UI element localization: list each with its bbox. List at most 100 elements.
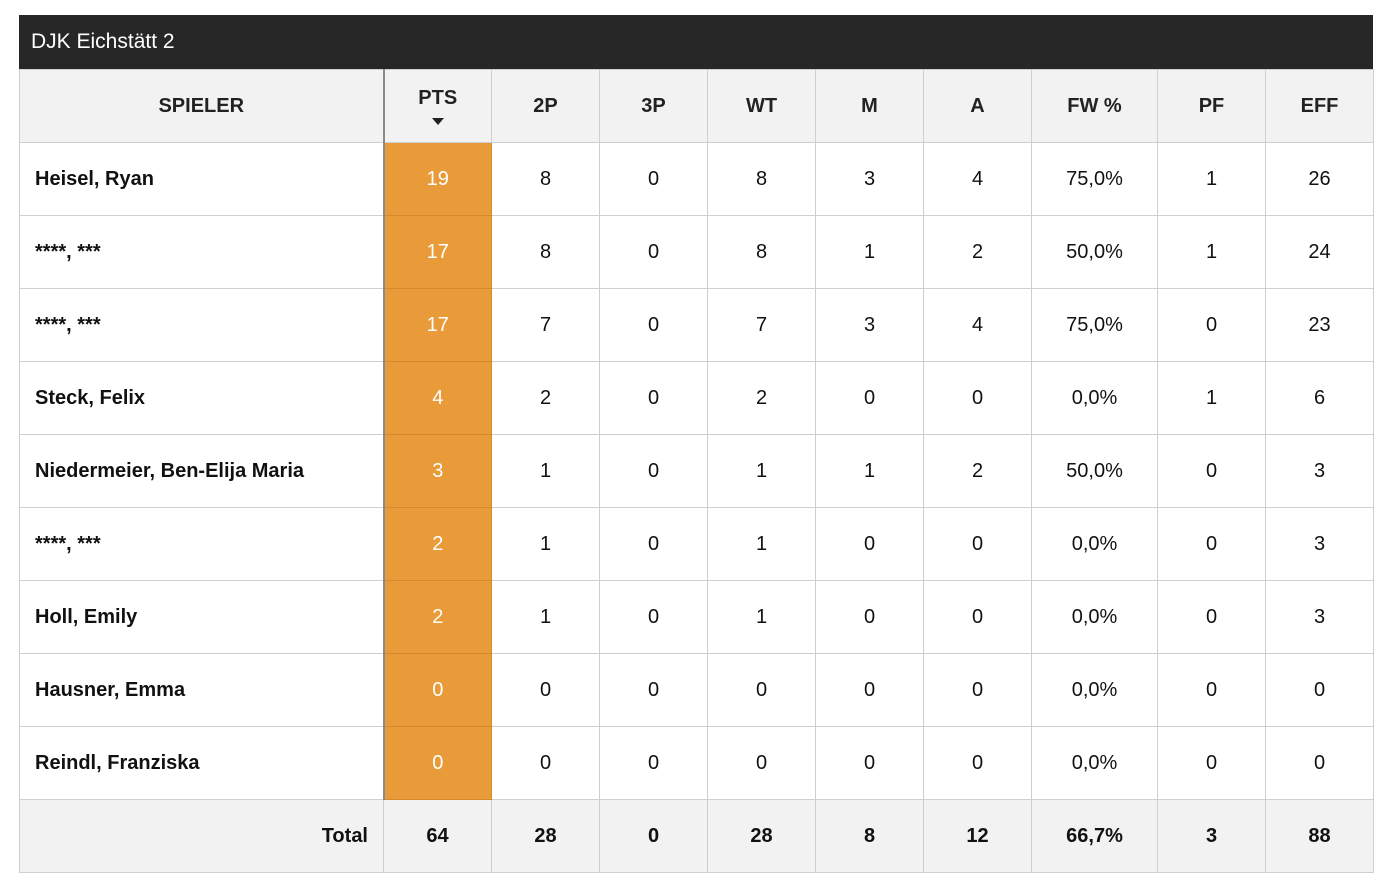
player-name: ****, *** [19,288,384,362]
cell-pts: 17 [382,215,492,289]
player-name: ****, *** [19,507,384,581]
cell-eff: 24 [1265,215,1374,289]
column-header-pf[interactable]: PF [1157,69,1266,143]
cell-wt: 2 [707,361,816,435]
cell-pf: 0 [1157,726,1266,800]
cell-2p: 1 [491,507,600,581]
column-header-fw[interactable]: FW % [1031,69,1158,143]
cell-wt: 8 [707,142,816,216]
table-row: Niedermeier, Ben-Elija Maria 3 1 0 1 1 2 50,0% 0… [19,434,1374,508]
cell-wt: 0 [707,726,816,800]
player-name: Niedermeier, Ben-Elija Maria [19,434,384,508]
column-header-a[interactable]: A [923,69,1032,143]
cell-pts: 0 [382,653,492,727]
cell-wt: 1 [707,434,816,508]
cell-pts: 19 [382,142,492,216]
cell-fw: 75,0% [1031,288,1158,362]
cell-3p: 0 [599,288,708,362]
player-name: Steck, Felix [19,361,384,435]
cell-pts: 2 [382,507,492,581]
cell-m: 0 [815,580,924,654]
cell-fw: 50,0% [1031,215,1158,289]
cell-3p: 0 [599,653,708,727]
column-header-m[interactable]: M [815,69,924,143]
cell-m: 0 [815,507,924,581]
column-header-eff[interactable]: EFF [1265,69,1374,143]
cell-pf: 0 [1157,288,1266,362]
cell-pts: 3 [382,434,492,508]
cell-pts: 4 [382,361,492,435]
player-name: Hausner, Emma [19,653,384,727]
total-m: 8 [815,799,924,873]
cell-eff: 6 [1265,361,1374,435]
column-header-pts[interactable]: PTS [382,69,492,143]
team-title-bar: DJK Eichstätt 2 [19,15,1373,69]
cell-2p: 2 [491,361,600,435]
cell-pf: 0 [1157,507,1266,581]
cell-2p: 0 [491,726,600,800]
header-row: SPIELER PTS 2P 3P WT M A FW % PF EFF [19,69,1374,143]
table-row: Steck, Felix 4 2 0 2 0 0 0,0% 1 6 [19,361,1374,435]
column-header-3p[interactable]: 3P [599,69,708,143]
table-row: ****, *** 17 8 0 8 1 2 50,0% 1 24 [19,215,1374,289]
cell-eff: 0 [1265,653,1374,727]
cell-3p: 0 [599,580,708,654]
total-label: Total [19,799,384,873]
sort-descending-icon [431,118,444,125]
cell-m: 0 [815,653,924,727]
cell-2p: 8 [491,215,600,289]
cell-a: 4 [923,142,1032,216]
cell-pf: 1 [1157,361,1266,435]
cell-3p: 0 [599,215,708,289]
player-name: Reindl, Franziska [19,726,384,800]
cell-3p: 0 [599,142,708,216]
player-name: Heisel, Ryan [19,142,384,216]
cell-a: 0 [923,507,1032,581]
team-name: DJK Eichstätt 2 [31,30,175,53]
total-3p: 0 [599,799,708,873]
total-a: 12 [923,799,1032,873]
player-name: Holl, Emily [19,580,384,654]
cell-fw: 0,0% [1031,726,1158,800]
player-name: ****, *** [19,215,384,289]
cell-pts: 2 [382,580,492,654]
cell-pts: 17 [382,288,492,362]
cell-wt: 7 [707,288,816,362]
column-header-2p[interactable]: 2P [491,69,600,143]
cell-pf: 0 [1157,580,1266,654]
total-pf: 3 [1157,799,1266,873]
cell-eff: 23 [1265,288,1374,362]
cell-m: 1 [815,434,924,508]
cell-wt: 1 [707,507,816,581]
cell-fw: 75,0% [1031,142,1158,216]
cell-3p: 0 [599,507,708,581]
cell-pf: 0 [1157,653,1266,727]
total-fw: 66,7% [1031,799,1158,873]
table-row: ****, *** 17 7 0 7 3 4 75,0% 0 23 [19,288,1374,362]
cell-2p: 7 [491,288,600,362]
cell-3p: 0 [599,434,708,508]
cell-3p: 0 [599,726,708,800]
cell-a: 0 [923,361,1032,435]
total-pts: 64 [383,799,492,873]
cell-m: 0 [815,361,924,435]
column-header-wt[interactable]: WT [707,69,816,143]
cell-eff: 0 [1265,726,1374,800]
table-row: Heisel, Ryan 19 8 0 8 3 4 75,0% 1 26 [19,142,1374,216]
cell-fw: 0,0% [1031,507,1158,581]
team-stats-panel: DJK Eichstätt 2 SPIELER PTS 2P 3P WT M A… [19,15,1374,873]
cell-a: 0 [923,653,1032,727]
cell-fw: 0,0% [1031,361,1158,435]
cell-pf: 1 [1157,215,1266,289]
column-header-player[interactable]: SPIELER [19,69,384,143]
cell-wt: 8 [707,215,816,289]
cell-m: 3 [815,142,924,216]
cell-m: 0 [815,726,924,800]
cell-pf: 0 [1157,434,1266,508]
cell-fw: 0,0% [1031,580,1158,654]
player-stats-table: SPIELER PTS 2P 3P WT M A FW % PF EFF Hei… [19,69,1374,873]
cell-wt: 0 [707,653,816,727]
cell-fw: 0,0% [1031,653,1158,727]
cell-a: 4 [923,288,1032,362]
table-row: Hausner, Emma 0 0 0 0 0 0 0,0% 0 0 [19,653,1374,727]
